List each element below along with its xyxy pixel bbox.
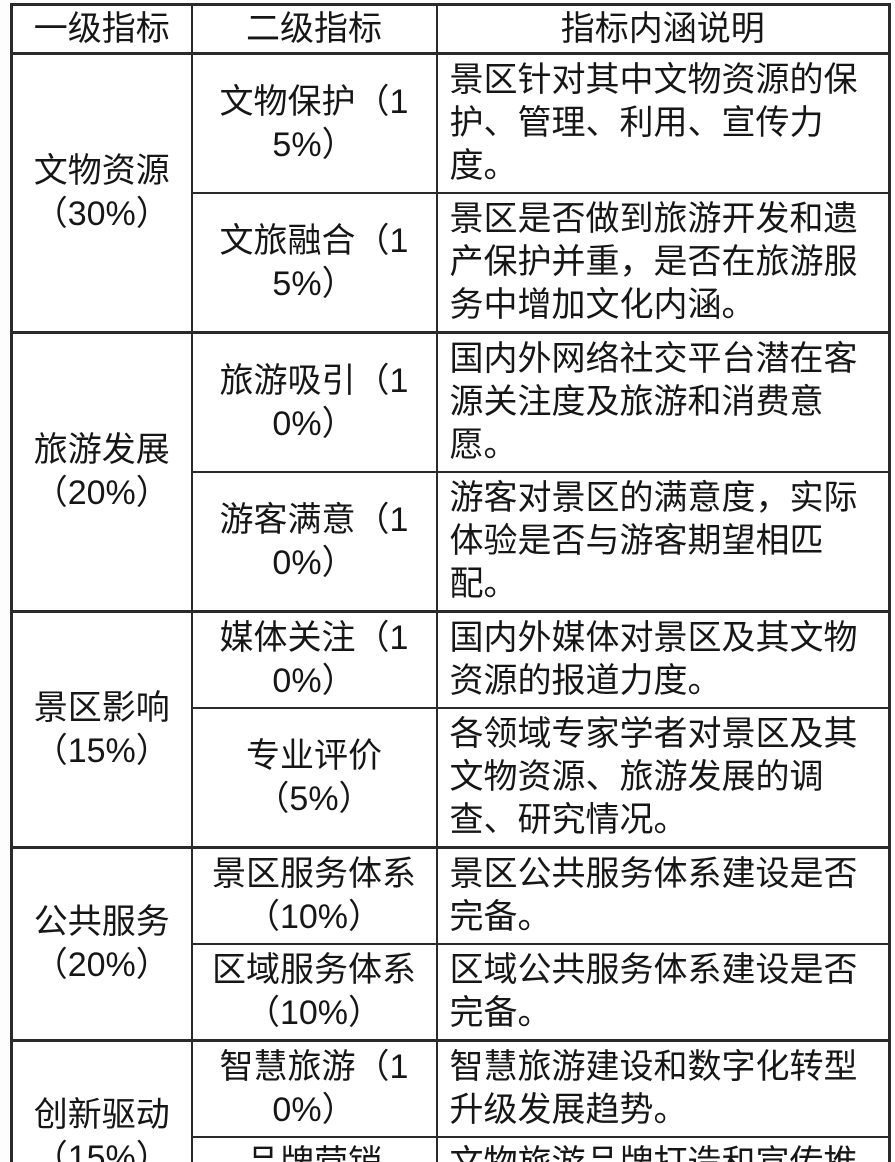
description-cell: 各领域专家学者对景区及其文物资源、旅游发展的调查、研究情况。 <box>435 707 891 849</box>
primary-indicator-cell: 景区影响（15%） <box>10 610 193 849</box>
description-cell: 文物旅游品牌打造和宣传推广效果。 <box>435 1136 891 1162</box>
description-cell: 景区是否做到旅游开发和遗产保护并重，是否在旅游服务中增加文化内涵。 <box>435 192 891 334</box>
table-row: 文物资源（30%） 文物保护（15%） 景区针对其中文物资源的保护、管理、利用、… <box>10 52 891 334</box>
secondary-indicator-cell: 景区服务体系（10%） <box>190 846 438 945</box>
secondary-indicator-cell: 文物保护（15%） <box>190 52 438 194</box>
primary-indicator-cell: 创新驱动（15%） <box>10 1039 193 1162</box>
table-row: 区域服务体系（10%） 区域公共服务体系建设是否完备。 <box>12 943 891 1042</box>
evaluation-indicator-table: 一级指标 二级指标 指标内涵说明 文物资源（30%） 文物保护（15%） 景区针… <box>10 3 891 1162</box>
secondary-indicator-cell: 专业评价（5%） <box>190 707 438 849</box>
table-row: 游客满意（10%） 游客对景区的满意度，实际体验是否与游客期望相匹配。 <box>12 471 891 613</box>
secondary-indicator-cell: 智慧旅游（10%） <box>190 1039 438 1138</box>
table-row: 专业评价（5%） 各领域专家学者对景区及其文物资源、旅游发展的调查、研究情况。 <box>12 707 891 849</box>
table-row: 公共服务（20%） 景区服务体系（10%） 景区公共服务体系建设是否完备。 <box>10 846 891 1042</box>
table-row: 文旅融合（15%） 景区是否做到旅游开发和遗产保护并重，是否在旅游服务中增加文化… <box>12 192 891 334</box>
secondary-indicator-cell: 文旅融合（15%） <box>190 192 438 334</box>
table-row: 品牌营销（5%） 文物旅游品牌打造和宣传推广效果。 <box>12 1136 891 1162</box>
primary-indicator-cell: 旅游发展（20%） <box>10 331 193 613</box>
table-row: 景区影响（15%） 媒体关注（10%） 国内外媒体对景区及其文物资源的报道力度。 <box>10 610 891 849</box>
description-cell: 智慧旅游建设和数字化转型升级发展趋势。 <box>435 1039 891 1138</box>
description-cell: 游客对景区的满意度，实际体验是否与游客期望相匹配。 <box>435 471 891 613</box>
description-cell: 国内外网络社交平台潜在客源关注度及旅游和消费意愿。 <box>435 331 891 473</box>
secondary-indicator-cell: 区域服务体系（10%） <box>190 943 438 1042</box>
description-cell: 景区公共服务体系建设是否完备。 <box>435 846 891 945</box>
primary-indicator-cell: 公共服务（20%） <box>10 846 193 1042</box>
secondary-indicator-cell: 媒体关注（10%） <box>190 610 438 709</box>
table-row: 旅游发展（20%） 旅游吸引（10%） 国内外网络社交平台潜在客源关注度及旅游和… <box>10 331 891 613</box>
secondary-indicator-cell: 旅游吸引（10%） <box>190 331 438 473</box>
secondary-indicator-cell: 游客满意（10%） <box>190 471 438 613</box>
description-cell: 国内外媒体对景区及其文物资源的报道力度。 <box>435 610 891 709</box>
primary-indicator-cell: 文物资源（30%） <box>10 52 193 334</box>
column-header-primary-indicator: 一级指标 <box>10 3 193 55</box>
secondary-indicator-cell: 品牌营销（5%） <box>190 1136 438 1162</box>
header-row: 一级指标 二级指标 指标内涵说明 <box>10 3 891 55</box>
column-header-description: 指标内涵说明 <box>435 3 891 55</box>
description-cell: 区域公共服务体系建设是否完备。 <box>435 943 891 1042</box>
table-row: 创新驱动（15%） 智慧旅游（10%） 智慧旅游建设和数字化转型升级发展趋势。 <box>10 1039 891 1162</box>
description-cell: 景区针对其中文物资源的保护、管理、利用、宣传力度。 <box>435 52 891 194</box>
column-header-secondary-indicator: 二级指标 <box>190 3 438 55</box>
